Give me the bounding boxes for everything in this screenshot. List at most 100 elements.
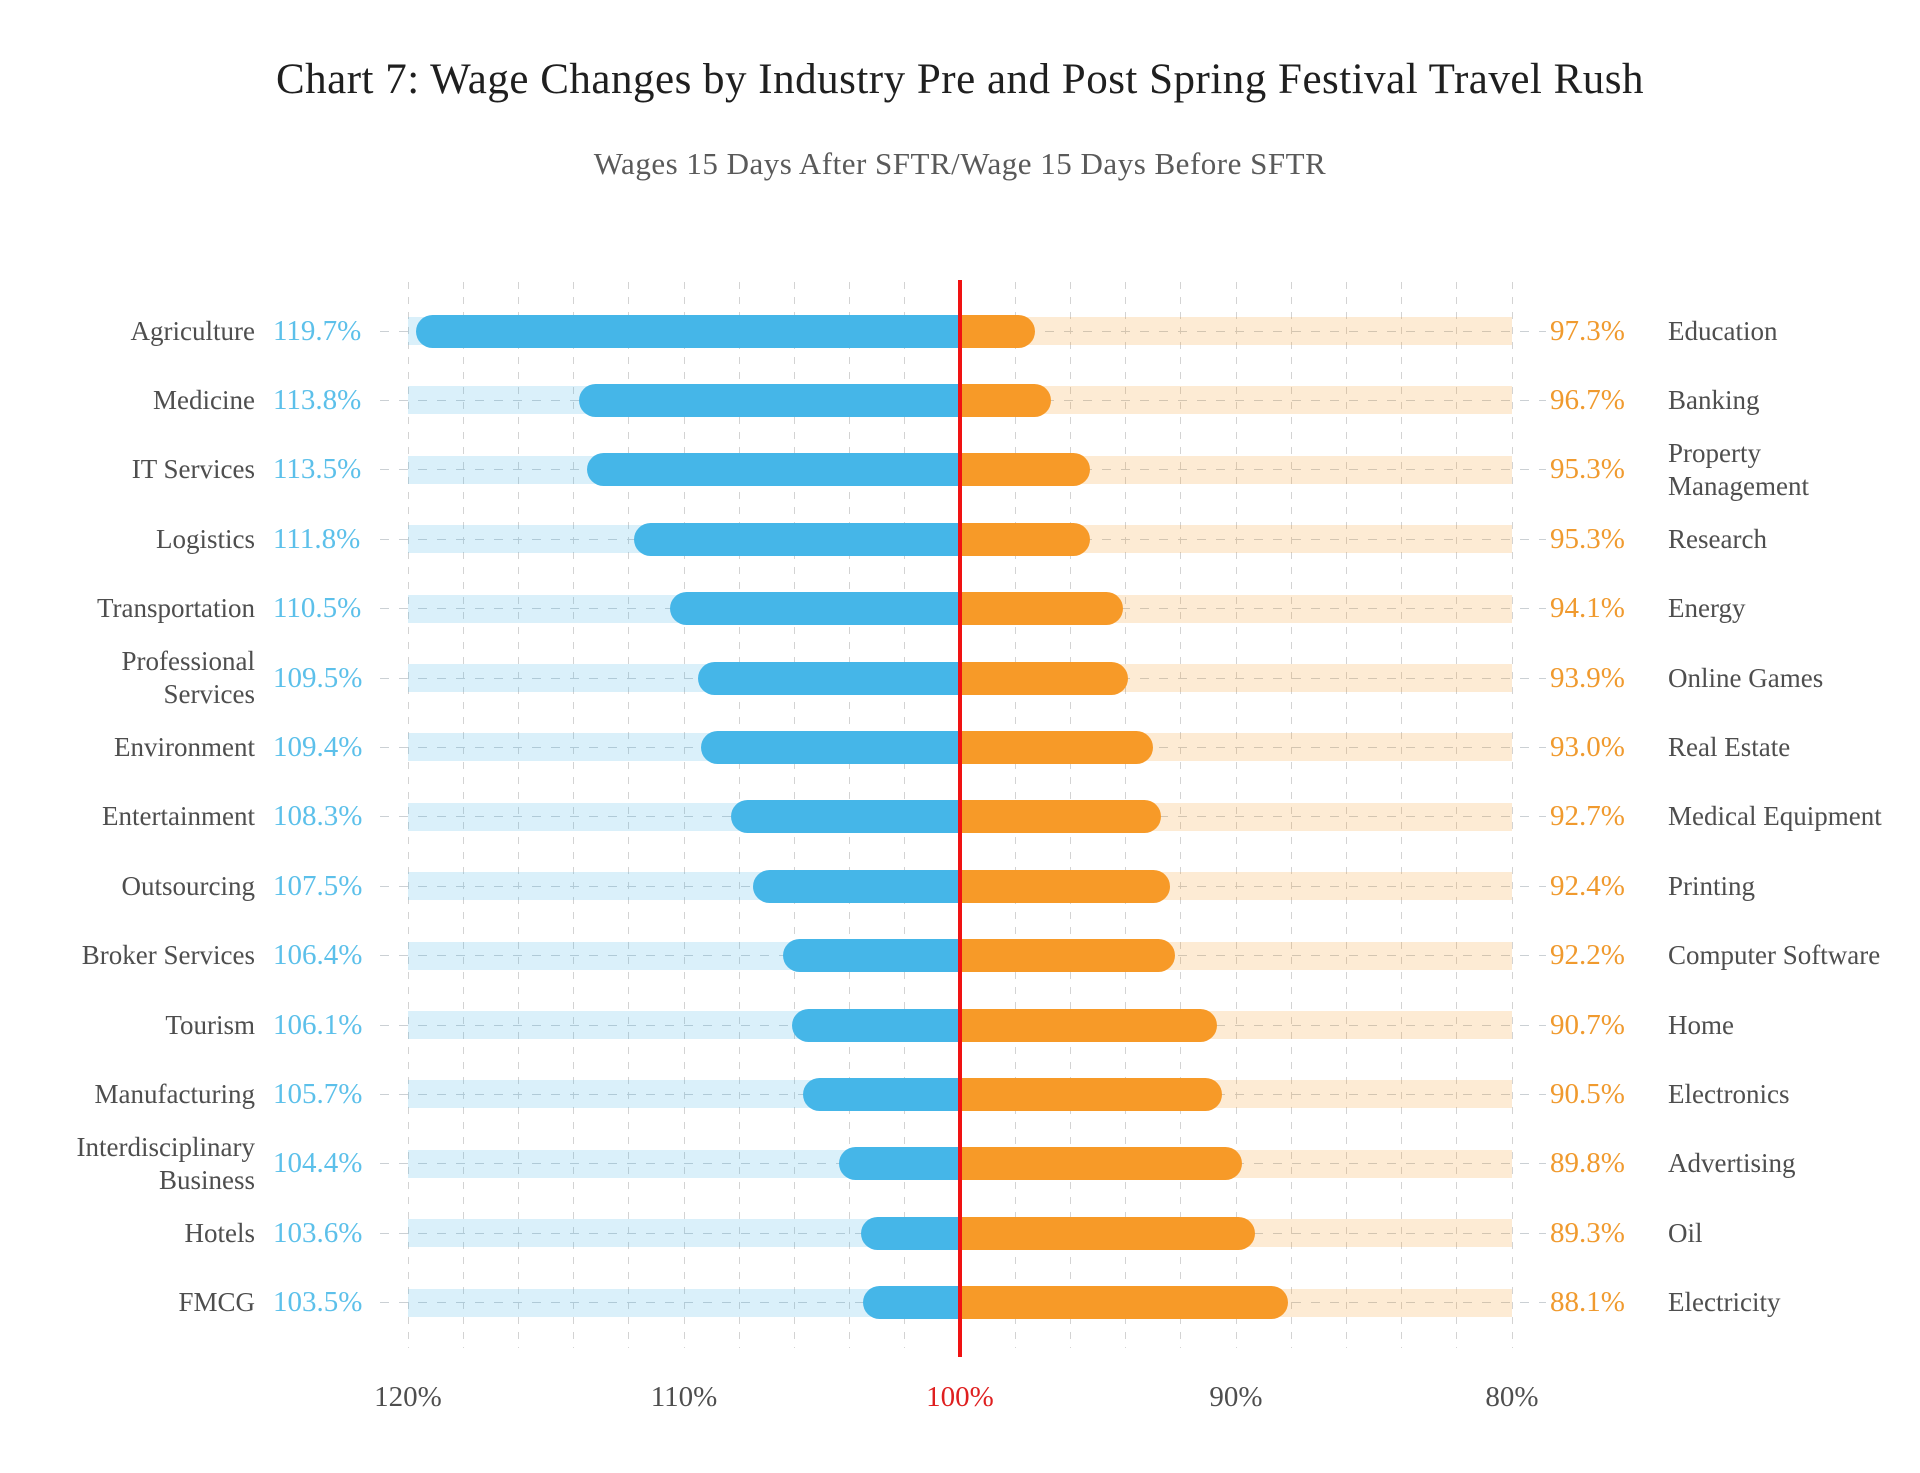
value-label-right: 89.3% <box>1550 1216 1625 1249</box>
value-label-left: 104.4% <box>273 1147 363 1180</box>
gridline-112pct <box>628 282 630 1348</box>
bar-professional-services <box>697 661 960 695</box>
bar-oil <box>960 1216 1256 1250</box>
bar-online-games <box>960 661 1129 695</box>
value-label-left: 103.5% <box>273 1286 363 1319</box>
bar-transportation <box>670 592 960 626</box>
industry-label-left: Interdisciplinary Business <box>76 1131 255 1195</box>
industry-label-left: Entertainment <box>102 801 255 832</box>
bar-electricity <box>960 1286 1289 1320</box>
industry-label-right: Printing <box>1668 870 1756 901</box>
industry-label-right: Home <box>1668 1009 1734 1040</box>
value-label-right: 92.2% <box>1550 939 1625 972</box>
industry-label-left: Professional Services <box>121 646 255 709</box>
bar-electronics <box>960 1077 1223 1111</box>
bar-medical-equipment <box>960 800 1162 834</box>
value-label-right: 93.9% <box>1550 661 1625 694</box>
bar-environment <box>700 730 960 764</box>
industry-label-right: Real Estate <box>1668 731 1791 762</box>
bar-outsourcing <box>753 869 960 903</box>
industry-label-right: Electronics <box>1668 1078 1790 1109</box>
bar-fmcg <box>863 1286 960 1320</box>
gridline-90pct <box>1235 282 1237 1348</box>
gridline-86pct <box>1345 282 1347 1348</box>
value-label-left: 113.5% <box>273 453 362 486</box>
value-label-right: 90.7% <box>1550 1008 1625 1041</box>
bar-printing <box>960 869 1170 903</box>
bar-hotels <box>860 1216 960 1250</box>
value-label-right: 92.4% <box>1550 869 1625 902</box>
industry-label-left: IT Services <box>131 454 255 485</box>
industry-label-left: Transportation <box>96 593 255 624</box>
bar-computer-software <box>960 939 1176 973</box>
axis-tick-100pct: 100% <box>926 1381 994 1413</box>
industry-label-right: Energy <box>1668 593 1746 624</box>
industry-label-right: Advertising <box>1668 1148 1796 1179</box>
bar-tourism <box>791 1008 960 1042</box>
bar-entertainment <box>730 800 960 834</box>
gridline-110pct <box>683 282 685 1348</box>
value-label-left: 119.7% <box>273 314 362 347</box>
industry-label-left: Agriculture <box>130 315 255 346</box>
value-label-right: 96.7% <box>1550 383 1625 416</box>
bar-it-services <box>587 453 960 487</box>
industry-label-left: Manufacturing <box>94 1078 255 1109</box>
value-label-left: 108.3% <box>273 800 363 833</box>
value-label-right: 95.3% <box>1550 522 1625 555</box>
bar-research <box>960 522 1090 556</box>
gridline-120pct <box>407 282 409 1348</box>
axis-tick-90pct: 90% <box>1209 1381 1263 1413</box>
value-label-left: 105.7% <box>273 1077 363 1110</box>
industry-label-left: FMCG <box>178 1287 255 1318</box>
row-track-right <box>960 386 1512 415</box>
value-label-left: 107.5% <box>273 869 363 902</box>
value-label-left: 111.8% <box>273 522 361 555</box>
axis-tick-120pct: 120% <box>374 1381 442 1413</box>
bar-education <box>960 314 1035 348</box>
bar-banking <box>960 383 1052 417</box>
bar-energy <box>960 592 1123 626</box>
value-label-left: 109.5% <box>273 661 363 694</box>
gridline-80pct <box>1511 282 1513 1348</box>
industry-label-right: Property Management <box>1668 437 1809 501</box>
industry-label-left: Broker Services <box>81 940 255 971</box>
row-track-right <box>960 317 1512 345</box>
bar-logistics <box>634 522 960 556</box>
industry-label-right: Education <box>1668 315 1778 346</box>
gridline-82pct <box>1456 282 1458 1348</box>
value-label-left: 109.4% <box>273 730 363 763</box>
axis-tick-80pct: 80% <box>1485 1381 1539 1413</box>
value-label-left: 110.5% <box>273 592 362 625</box>
bar-real-estate <box>960 730 1154 764</box>
bar-medicine <box>579 383 960 417</box>
value-label-left: 106.1% <box>273 1008 363 1041</box>
value-label-right: 97.3% <box>1550 314 1625 347</box>
center-reference-line <box>958 280 962 1357</box>
industry-label-left: Hotels <box>184 1217 256 1248</box>
industry-label-left: Tourism <box>165 1009 255 1040</box>
industry-label-left: Medicine <box>153 384 255 415</box>
value-label-left: 103.6% <box>273 1216 363 1249</box>
industry-label-right: Computer Software <box>1668 940 1881 971</box>
industry-label-right: Research <box>1668 523 1767 554</box>
gridline-114pct <box>573 282 575 1348</box>
bar-advertising <box>960 1147 1242 1181</box>
bar-agriculture <box>416 314 960 348</box>
bar-broker-services <box>783 939 960 973</box>
gridline-88pct <box>1290 282 1292 1348</box>
chart-subtitle: Wages 15 Days After SFTR/Wage 15 Days Be… <box>593 146 1327 181</box>
industry-label-left: Logistics <box>156 523 255 554</box>
value-label-left: 106.4% <box>273 939 363 972</box>
gridline-118pct <box>462 282 464 1348</box>
value-label-right: 92.7% <box>1550 800 1625 833</box>
industry-label-right: Banking <box>1668 384 1760 415</box>
industry-label-right: Electricity <box>1668 1287 1781 1318</box>
industry-label-right: Oil <box>1668 1217 1703 1248</box>
industry-label-left: Outsourcing <box>121 870 255 901</box>
bar-manufacturing <box>802 1077 960 1111</box>
value-label-right: 94.1% <box>1550 592 1625 625</box>
bar-interdisciplinary-business <box>838 1147 960 1181</box>
value-label-right: 95.3% <box>1550 453 1625 486</box>
value-label-right: 93.0% <box>1550 730 1625 763</box>
